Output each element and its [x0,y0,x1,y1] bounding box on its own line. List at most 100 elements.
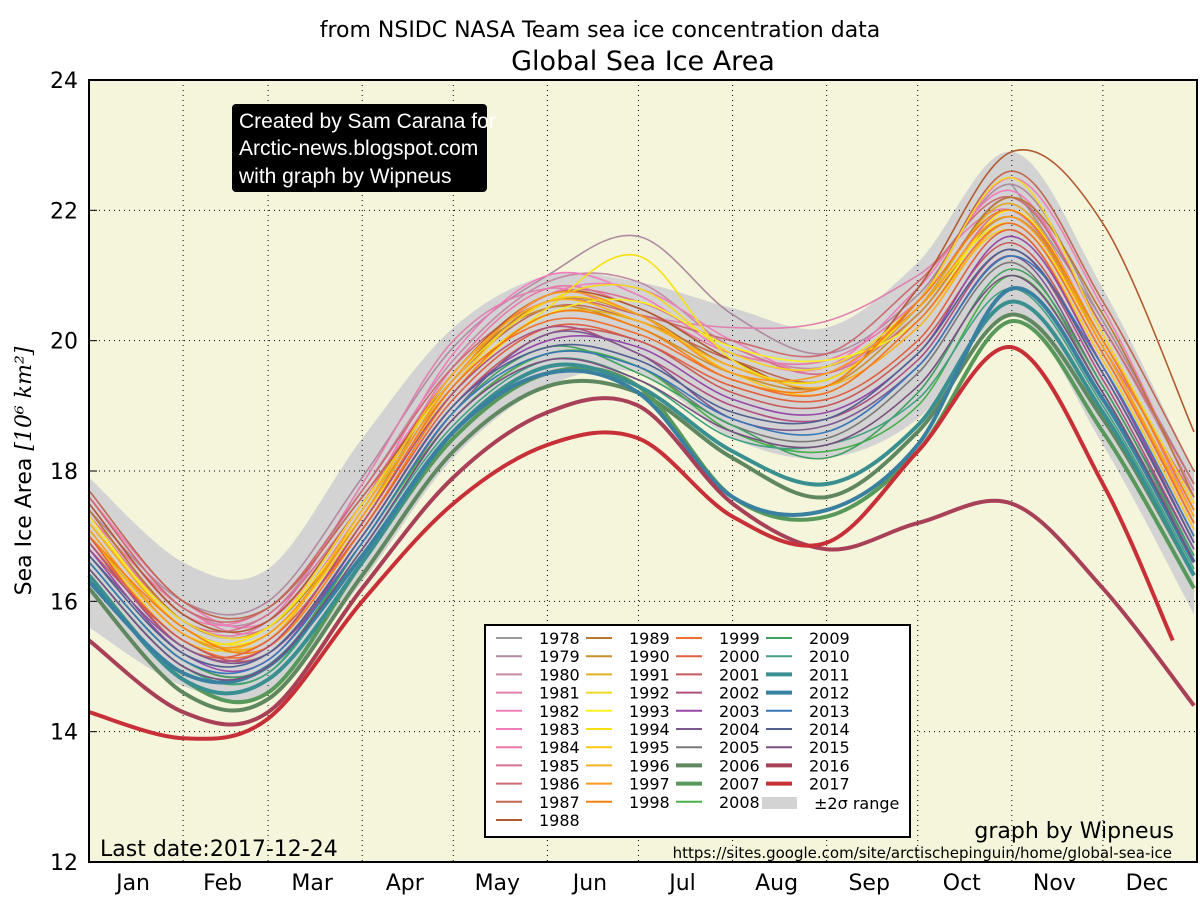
legend-item-2007: 2007 [676,775,760,794]
legend-label: 1986 [539,775,580,794]
legend-label: 1997 [629,775,670,794]
legend-label: 2008 [719,793,760,812]
legend-item-1983: 1983 [496,720,580,739]
legend-item-1994: 1994 [586,720,670,739]
legend-label: 2016 [809,756,850,775]
legend-label: 2013 [809,702,850,721]
legend-label: 1998 [629,793,670,812]
legend-label: 2014 [809,720,850,739]
legend-item-1980: 1980 [496,665,580,684]
legend-item-2009: 2009 [766,629,850,648]
y-tick-label: 18 [50,460,78,485]
legend-item-1995: 1995 [586,738,670,757]
legend-item-1989: 1989 [586,629,670,648]
legend-label: 2000 [719,647,760,666]
legend-item-2000: 2000 [676,647,760,666]
x-tick-label: May [475,871,520,896]
series-line-2006 [87,312,1196,713]
chart-subtitle: from NSIDC NASA Team sea ice concentrati… [320,18,881,43]
credit-line-1: Created by Sam Carana for [239,110,496,133]
x-tick-label: Aug [755,871,798,896]
legend-label: 2017 [809,775,850,794]
legend-label: 1990 [629,647,670,666]
x-tick-label: Jan [114,871,150,896]
y-tick-label: 24 [50,69,78,94]
series-line-2013 [88,255,1195,675]
legend-label: 2015 [809,738,850,757]
legend-item-1982: 1982 [496,702,580,721]
series-line-1997 [88,215,1195,649]
legend-item-2017: 2017 [766,775,850,794]
legend-label: 1987 [539,793,580,812]
legend-label: 2005 [719,738,760,757]
legend-item-2010: 2010 [766,647,850,666]
legend-item-1981: 1981 [496,684,580,703]
legend-item-1997: 1997 [586,775,670,794]
legend-label: 2002 [719,684,760,703]
legend-item-2005: 2005 [676,738,760,757]
x-tick-label: Feb [203,871,242,896]
legend-label: 2009 [809,629,850,648]
series-line-2017 [88,345,1175,741]
legend-item-2016: 2016 [766,756,850,775]
legend-item-2012: 2012 [766,684,850,703]
x-tick-label: Nov [1033,871,1076,896]
legend-label: 1983 [539,720,580,739]
legend-label: 1991 [629,665,670,684]
series-line-2011 [87,299,1196,696]
x-tick-label: Mar [291,871,333,896]
series-line-1979 [88,183,1195,616]
legend-item-1986: 1986 [496,775,580,794]
legend-item-1998: 1998 [586,793,670,812]
series-line-2007 [87,319,1196,705]
legend-item-1992: 1992 [586,684,670,703]
x-tick-label: Jul [667,871,696,896]
legend-item-2002: 2002 [676,684,760,703]
legend-item-1984: 1984 [496,738,580,757]
y-tick-label: 12 [50,851,78,876]
legend-label: 1982 [539,702,580,721]
y-axis-label-unit: [10⁶ km²] [12,346,37,450]
y-tick-label: 14 [50,721,78,746]
y-tick-label: 20 [50,330,78,355]
series-line-1988 [88,149,1195,633]
legend-item-2011: 2011 [766,665,850,684]
legend-label: 2006 [719,756,760,775]
series-line-2016 [87,396,1196,727]
x-tick-label: Oct [943,871,981,896]
y-axis-label-text: Sea Ice Area [12,451,37,596]
credit-line-3: with graph by Wipneus [238,165,451,188]
legend-item-1996: 1996 [586,756,670,775]
legend-label: 2011 [809,665,850,684]
credit-box: Created by Sam Carana for Arctic-news.bl… [232,104,496,192]
legend-item-2015: 2015 [766,738,850,757]
legend-item-2013: 2013 [766,702,850,721]
legend-label: 1988 [539,811,580,830]
legend-label: 1995 [629,738,670,757]
legend-item-1987: 1987 [496,793,580,812]
x-tick-label: Sep [848,871,889,896]
legend-label: 2012 [809,684,850,703]
legend-label: 1979 [539,647,580,666]
legend-label: 2001 [719,665,760,684]
legend-swatch [762,797,797,809]
legend-label: 1992 [629,684,670,703]
series-line-2014 [88,248,1195,668]
y-axis-label: Sea Ice Area [10⁶ km²] [12,346,37,595]
legend-item-2004: 2004 [676,720,760,739]
legend-label: ±2σ range [814,794,899,813]
legend-item-1985: 1985 [496,756,580,775]
source-url: https://sites.google.com/site/arctischep… [673,844,1172,862]
legend-item-2008: 2008 [676,793,760,812]
legend-label: 1996 [629,756,670,775]
legend-label: 1980 [539,665,580,684]
legend-item-1991: 1991 [586,665,670,684]
legend-item-2001: 2001 [676,665,760,684]
legend-label: 1999 [719,629,760,648]
chart-title: Global Sea Ice Area [511,46,775,77]
legend-item-1988: 1988 [496,811,580,830]
legend-label: 1985 [539,756,580,775]
graph-by-label: graph by Wipneus [974,819,1174,844]
legend-label: 1984 [539,738,580,757]
